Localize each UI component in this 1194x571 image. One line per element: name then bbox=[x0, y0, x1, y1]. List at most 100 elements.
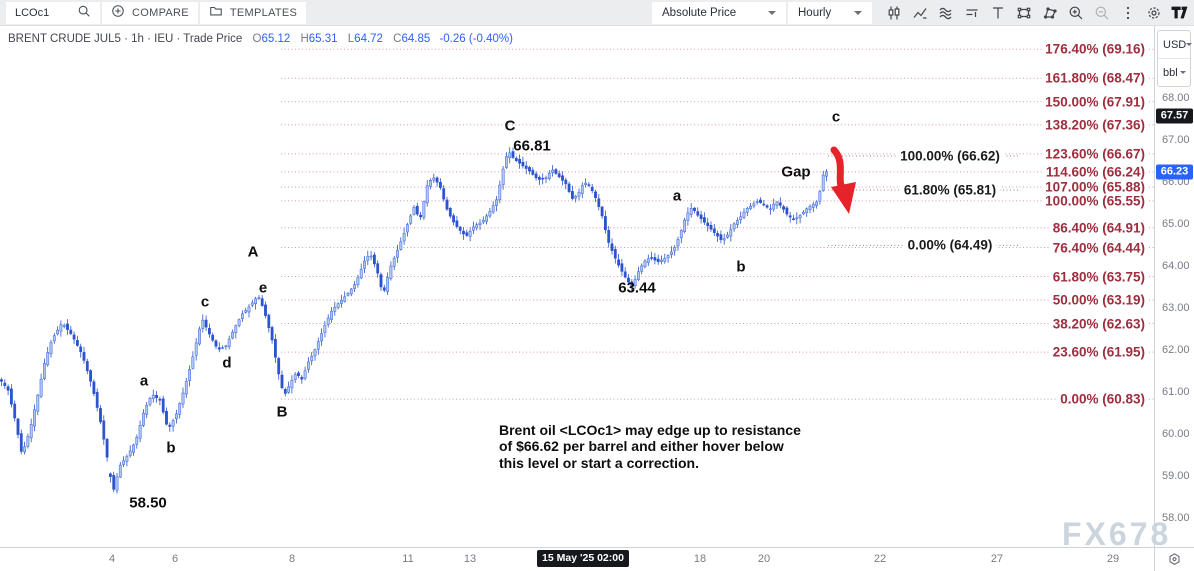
zoom-in-icon[interactable] bbox=[1067, 4, 1084, 21]
candle bbox=[128, 450, 132, 456]
candle bbox=[369, 255, 373, 258]
candle bbox=[422, 201, 426, 218]
candle bbox=[171, 420, 175, 427]
candle bbox=[719, 234, 723, 240]
time-axis[interactable]: 15 May '25 02:00 4 6 8 11 13 18 20 22 27 29 bbox=[0, 548, 1154, 571]
price-tick: 58.00 bbox=[1162, 512, 1190, 524]
price-chart-canvas[interactable] bbox=[0, 26, 1154, 547]
price-tick: 59.00 bbox=[1162, 470, 1190, 482]
candle bbox=[115, 476, 119, 491]
candle bbox=[118, 464, 122, 478]
candle bbox=[567, 183, 571, 192]
price-axis[interactable]: USD bbl 68.00 67.00 66.00 65.00 64.00 63.00 62… bbox=[1155, 26, 1194, 547]
candle bbox=[95, 392, 99, 408]
ohlc-change: -0.26 (-0.40%) bbox=[439, 33, 513, 45]
candle bbox=[76, 340, 79, 346]
candle bbox=[254, 298, 257, 305]
candle bbox=[676, 239, 680, 247]
candle bbox=[198, 328, 201, 345]
candle bbox=[623, 271, 627, 278]
candle bbox=[785, 207, 789, 215]
candle bbox=[39, 378, 43, 397]
time-tick: 22 bbox=[873, 553, 887, 565]
candle bbox=[604, 216, 607, 231]
candle bbox=[458, 226, 462, 231]
compare-label: COMPARE bbox=[132, 6, 189, 19]
candle bbox=[462, 230, 465, 235]
candle bbox=[729, 229, 733, 237]
candlestick-style-icon[interactable] bbox=[885, 4, 902, 21]
candle bbox=[617, 259, 621, 266]
candle bbox=[10, 388, 13, 405]
candle bbox=[778, 202, 782, 206]
candle bbox=[165, 411, 168, 425]
price-mode-select[interactable]: Absolute Price bbox=[652, 1, 786, 24]
symbol-search[interactable]: LCOc1 bbox=[6, 1, 100, 24]
candle bbox=[538, 177, 541, 180]
price-tick: 68.00 bbox=[1162, 92, 1190, 104]
candle bbox=[547, 172, 551, 179]
candle bbox=[376, 263, 380, 274]
candle bbox=[386, 277, 390, 292]
candle bbox=[478, 222, 482, 226]
candle bbox=[481, 219, 485, 223]
candle bbox=[406, 224, 409, 233]
settings-gear-icon[interactable] bbox=[1145, 4, 1162, 21]
waves-icon[interactable] bbox=[937, 4, 954, 21]
candle bbox=[627, 277, 630, 283]
candle bbox=[46, 352, 50, 366]
more-menu-icon[interactable] bbox=[1119, 4, 1136, 21]
candle bbox=[795, 217, 799, 220]
rect-select-icon[interactable] bbox=[1015, 4, 1032, 21]
currency-select[interactable]: USD bbox=[1158, 31, 1193, 58]
time-tick: 6 bbox=[171, 553, 179, 565]
analysis-note-line2: of $66.62 per barrel and either hover be… bbox=[499, 438, 784, 455]
candle bbox=[379, 274, 383, 288]
candle bbox=[99, 408, 102, 423]
templates-button[interactable]: TEMPLATES bbox=[199, 1, 307, 24]
time-axis-divider bbox=[0, 547, 1194, 548]
candle bbox=[712, 228, 716, 233]
interval-value: Hourly bbox=[798, 6, 832, 19]
zoom-out-icon[interactable] bbox=[1093, 4, 1110, 21]
candle bbox=[138, 424, 142, 439]
candle bbox=[62, 325, 66, 327]
candle bbox=[468, 230, 472, 237]
timezone-settings-button[interactable] bbox=[1155, 548, 1194, 571]
candle bbox=[498, 184, 502, 201]
polygon-icon[interactable] bbox=[1041, 4, 1058, 21]
symbol-input[interactable]: LCOc1 bbox=[15, 6, 50, 19]
candle bbox=[660, 259, 663, 262]
candle bbox=[3, 382, 7, 386]
unit-select[interactable]: bbl bbox=[1158, 58, 1190, 86]
analysis-note[interactable]: Brent oil <LCOc1> may edge up to resista… bbox=[499, 422, 801, 471]
interval-select[interactable]: Hourly bbox=[788, 1, 872, 24]
tradingview-logo[interactable] bbox=[1171, 4, 1188, 21]
candle bbox=[620, 263, 624, 272]
candle bbox=[293, 374, 297, 381]
candle bbox=[736, 220, 739, 225]
candle bbox=[452, 215, 456, 223]
chart-area: BRENT CRUDE JUL5 · 1h · IEU · Trade Pric… bbox=[0, 26, 1168, 552]
time-tick: 27 bbox=[990, 553, 1004, 565]
compare-button[interactable]: COMPARE bbox=[102, 1, 198, 24]
candle bbox=[765, 205, 769, 208]
candle bbox=[640, 265, 644, 272]
red-arrow-annotation[interactable] bbox=[830, 146, 856, 214]
candle bbox=[208, 327, 211, 335]
candle bbox=[564, 179, 568, 185]
candle bbox=[267, 314, 271, 328]
indicators-icon[interactable] bbox=[911, 4, 928, 21]
crosshair-date-badge: 15 May '25 02:00 bbox=[537, 550, 629, 567]
candle bbox=[643, 260, 647, 267]
candle bbox=[412, 206, 416, 215]
candle bbox=[49, 342, 53, 355]
text-tool-icon[interactable] bbox=[989, 4, 1006, 21]
candle bbox=[343, 296, 347, 302]
candle bbox=[290, 380, 294, 389]
candle bbox=[148, 398, 152, 405]
price-badge: 67.57 bbox=[1156, 108, 1193, 124]
candle bbox=[363, 260, 366, 269]
price-levels-icon[interactable] bbox=[963, 4, 980, 21]
